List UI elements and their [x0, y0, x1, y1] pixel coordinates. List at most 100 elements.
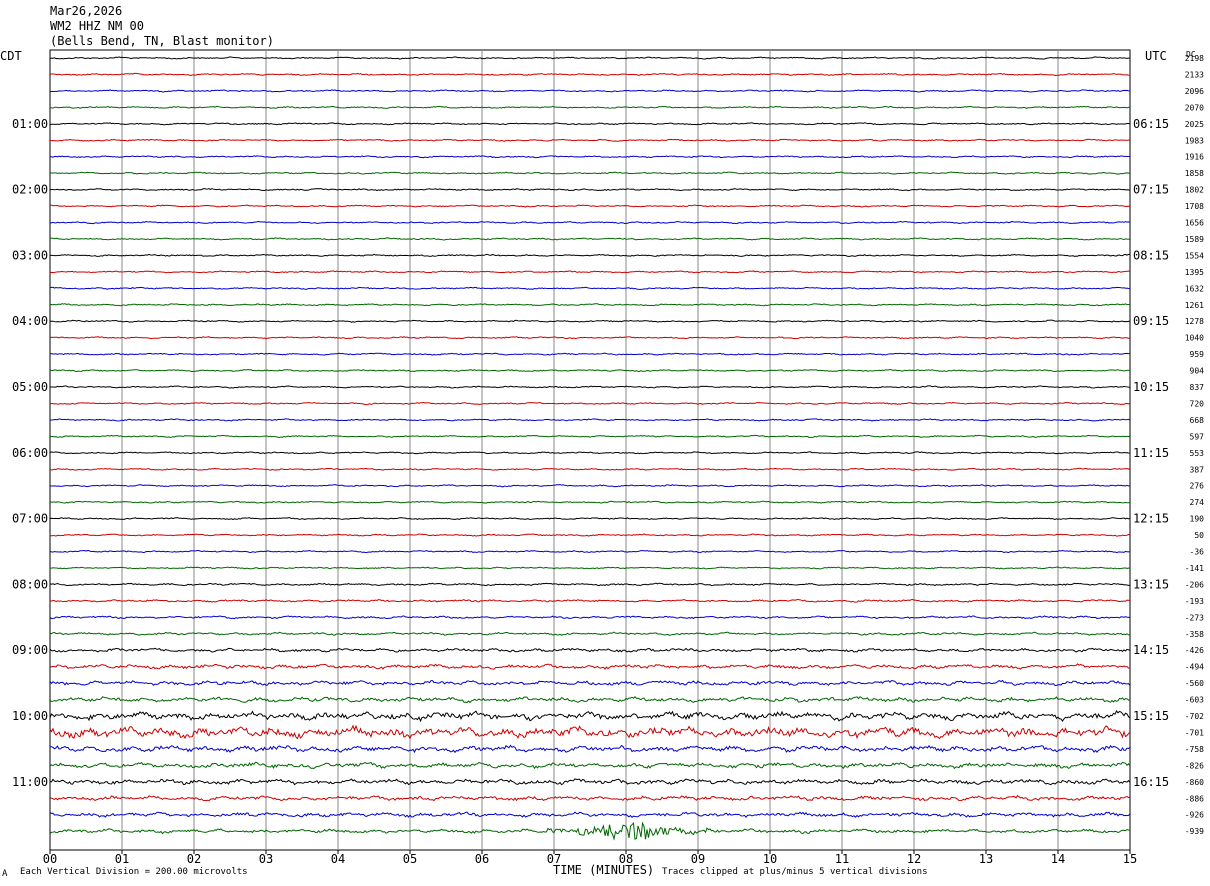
left-hour-label: 09:00 — [12, 643, 48, 657]
x-axis-title: TIME (MINUTES) — [553, 863, 655, 877]
left-hour-label: 01:00 — [12, 117, 48, 131]
trace-line — [49, 582, 1131, 587]
dc-offset-label: -860 — [1185, 778, 1204, 787]
trace-line — [49, 270, 1131, 274]
x-tick-label: 08 — [619, 852, 633, 866]
trace-line — [49, 220, 1131, 225]
left-hour-label: 05:00 — [12, 380, 48, 394]
dc-offset-label: -926 — [1185, 811, 1204, 820]
dc-offset-label: 1983 — [1185, 136, 1204, 145]
trace-line — [49, 369, 1131, 373]
trace-line — [49, 821, 1131, 841]
dc-offset-label: 668 — [1190, 416, 1205, 425]
trace-line — [49, 631, 1131, 636]
trace-line — [49, 566, 1131, 570]
x-tick-label: 10 — [763, 852, 777, 866]
plot-grid — [49, 49, 1131, 851]
dc-offset-label: 276 — [1190, 482, 1205, 491]
dc-offset-labels: 2198 2133 2096 2070 2025 1983 1916 1858 1802 1708… — [1185, 54, 1204, 836]
dc-offset-label: -494 — [1185, 663, 1204, 672]
x-tick-label: 01 — [115, 852, 129, 866]
dc-offset-label: 2070 — [1185, 103, 1204, 112]
dc-offset-label: 1554 — [1185, 251, 1204, 260]
trace-line — [49, 484, 1131, 488]
trace-line — [49, 155, 1131, 159]
dc-offset-label: 597 — [1190, 432, 1205, 441]
dc-offset-label: -826 — [1185, 761, 1204, 770]
station-location: (Bells Bend, TN, Blast monitor) — [50, 34, 274, 48]
right-timezone-label: UTC — [1145, 49, 1167, 63]
x-tick-label: 04 — [331, 852, 345, 866]
dc-offset-label: 1261 — [1185, 301, 1204, 310]
trace-line — [49, 744, 1131, 754]
plot-date: Mar26,2026 — [50, 4, 123, 18]
trace-line — [49, 778, 1131, 786]
trace-line — [49, 679, 1131, 687]
dc-offset-label: -702 — [1185, 712, 1204, 721]
trace-line — [49, 253, 1131, 257]
trace-line — [49, 105, 1131, 109]
right-hour-label: 15:15 — [1133, 709, 1169, 723]
dc-offset-label: -603 — [1185, 696, 1204, 705]
dc-offset-label: -939 — [1185, 827, 1204, 836]
trace-line — [49, 336, 1131, 340]
dc-offset-label: 1858 — [1185, 169, 1204, 178]
trace-line — [49, 237, 1131, 241]
trace-line — [49, 710, 1131, 723]
dc-offset-label: -273 — [1185, 613, 1204, 622]
left-hour-label: 06:00 — [12, 446, 48, 460]
dc-offset-label: 50 — [1194, 531, 1204, 540]
right-hour-labels: 06:15 07:15 08:15 09:15 10:15 11:15 12:15 13:15… — [1133, 117, 1169, 789]
trace-line — [49, 188, 1131, 192]
dc-offset-label: -560 — [1185, 679, 1204, 688]
dc-offset-label: 837 — [1190, 383, 1205, 392]
left-hour-label: 11:00 — [12, 775, 48, 789]
right-hour-label: 12:15 — [1133, 512, 1169, 526]
left-hour-labels: 01:00 02:00 03:00 04:00 05:00 06:00 07:00 08:00… — [12, 117, 48, 789]
dc-offset-label: 190 — [1190, 515, 1205, 524]
trace-line — [49, 467, 1131, 471]
trace-line — [49, 56, 1131, 60]
seismic-traces — [49, 56, 1131, 841]
right-hour-label: 10:15 — [1133, 380, 1169, 394]
dc-title: DC — [1186, 50, 1196, 59]
dc-offset-label: 1589 — [1185, 235, 1204, 244]
dc-offset-label: -358 — [1185, 630, 1204, 639]
plot-frame — [49, 49, 1131, 851]
dc-offset-label: -426 — [1185, 646, 1204, 655]
dc-offset-label: -758 — [1185, 745, 1204, 754]
dc-offset-label: 2198 — [1185, 54, 1204, 63]
right-hour-label: 09:15 — [1133, 314, 1169, 328]
x-tick-label: 09 — [691, 852, 705, 866]
dc-offset-label: 1708 — [1185, 202, 1204, 211]
right-hour-label: 06:15 — [1133, 117, 1169, 131]
trace-line — [49, 598, 1131, 603]
left-hour-label: 08:00 — [12, 577, 48, 591]
right-hour-label: 14:15 — [1133, 643, 1169, 657]
left-hour-label: 02:00 — [12, 183, 48, 197]
trace-line — [49, 319, 1131, 323]
right-hour-label: 16:15 — [1133, 775, 1169, 789]
trace-line — [49, 794, 1131, 802]
dc-offset-label: -193 — [1185, 597, 1204, 606]
trace-line — [49, 761, 1131, 770]
dc-offset-label: 387 — [1190, 465, 1205, 474]
trace-line — [49, 385, 1131, 389]
dc-offset-label: 1278 — [1185, 317, 1204, 326]
dc-offset-label: 2133 — [1185, 70, 1204, 79]
trace-line — [49, 434, 1131, 438]
dc-offset-label: 2025 — [1185, 120, 1204, 129]
trace-line — [49, 724, 1131, 740]
x-tick-label: 06 — [475, 852, 489, 866]
trace-line — [49, 517, 1131, 521]
clip-note: Traces clipped at plus/minus 5 vertical … — [662, 867, 928, 877]
dc-offset-label: 1802 — [1185, 186, 1204, 195]
right-hour-label: 08:15 — [1133, 248, 1169, 262]
dc-offset-label: 1395 — [1185, 268, 1204, 277]
trace-line — [49, 352, 1131, 356]
trace-line — [49, 549, 1131, 554]
dc-offset-label: 1040 — [1185, 334, 1204, 343]
dc-offset-label: -141 — [1185, 564, 1204, 573]
dc-offset-label: 553 — [1190, 449, 1205, 458]
x-tick-label: 12 — [907, 852, 921, 866]
